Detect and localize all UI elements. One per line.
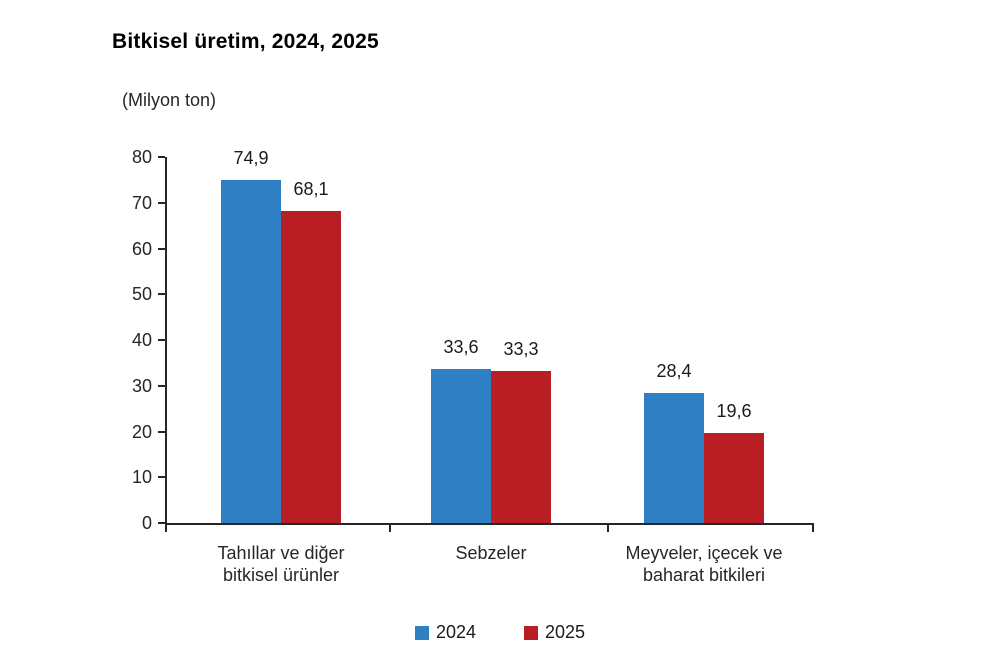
y-tick-label: 20	[131, 421, 152, 442]
legend-label-2024: 2024	[435, 622, 476, 642]
y-tick-label: 40	[131, 330, 152, 350]
x-axis-line	[165, 523, 814, 525]
y-tick	[158, 339, 165, 341]
value-label-2025-1: 33,3	[503, 338, 539, 359]
value-label-2024-1: 33,6	[443, 337, 479, 358]
value-label-2025-0: 68,1	[293, 179, 329, 200]
legend: 2024 2025	[0, 622, 1000, 643]
y-tick-label: 50	[131, 284, 152, 305]
bar-2025-1	[491, 370, 551, 523]
y-tick	[158, 384, 165, 387]
axis-unit-label: (Milyon ton)	[122, 90, 217, 110]
value-label-2024-0: 74,9	[233, 148, 269, 169]
x-tick	[812, 525, 814, 532]
category-label-1: Sebzeler	[455, 543, 527, 563]
y-tick-label: 60	[131, 238, 152, 259]
bar-2025-2	[704, 433, 764, 523]
y-tick	[158, 247, 165, 250]
y-tick-label: 0	[141, 513, 152, 533]
legend-swatch-2024	[414, 625, 429, 640]
y-tick	[158, 476, 165, 479]
y-tick-label: 70	[131, 192, 152, 213]
x-tick	[389, 525, 391, 532]
category-label-2: Meyveler, içecek ve baharat bitkileri	[625, 543, 783, 585]
legend-item-2024: 2024	[414, 622, 476, 643]
y-tick	[158, 156, 165, 158]
y-tick-label: 30	[131, 375, 152, 396]
bar-2025-0	[281, 211, 341, 523]
y-tick-label: 80	[131, 147, 152, 167]
legend-item-2025: 2025	[524, 622, 585, 643]
y-axis-line	[165, 157, 167, 532]
y-tick	[158, 201, 165, 204]
y-tick	[158, 522, 165, 524]
value-label-2025-2: 19,6	[716, 401, 752, 422]
legend-label-2025: 2025	[545, 622, 586, 642]
category-label-0: Tahıllar ve diğer bitkisel ürünler	[217, 543, 345, 585]
y-tick	[158, 293, 165, 296]
bar-2024-1	[431, 369, 491, 523]
legend-swatch-2025	[524, 625, 538, 640]
y-tick-label: 10	[131, 467, 152, 488]
bar-2024-2	[644, 393, 704, 523]
x-tick	[607, 525, 609, 532]
bar-2024-0	[221, 180, 281, 523]
chart-title: Bitkisel üretim, 2024, 2025	[112, 30, 379, 53]
value-label-2024-2: 28,4	[656, 361, 692, 382]
y-tick	[158, 430, 165, 433]
